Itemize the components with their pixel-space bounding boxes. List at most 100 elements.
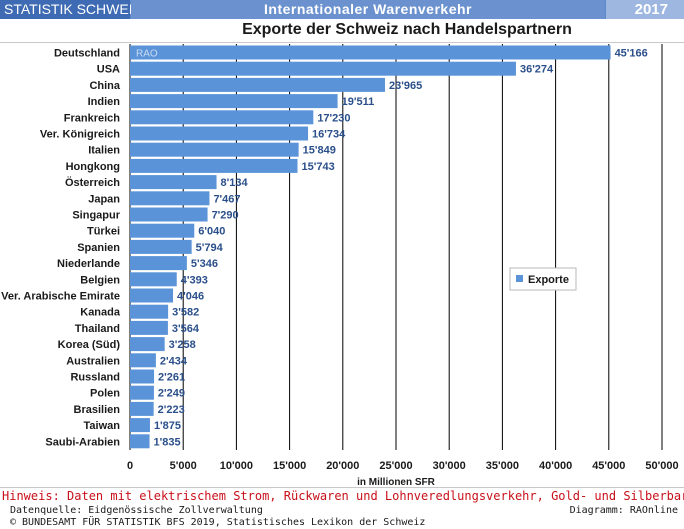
header-bar: STATISTIK SCHWEIZ Internationaler Warenv… <box>0 0 684 20</box>
value-label: 6'040 <box>198 226 225 238</box>
bar <box>130 175 217 190</box>
category-label: Taiwan <box>84 420 121 432</box>
category-label: Österreich <box>65 176 120 189</box>
year-label: 2017 <box>606 0 684 19</box>
value-label: 19'511 <box>342 96 375 108</box>
bar <box>130 207 208 222</box>
category-label: Italien <box>88 145 120 157</box>
legend-swatch <box>516 275 523 282</box>
brand-label: STATISTIK SCHWEIZ <box>0 0 141 19</box>
bar <box>130 191 210 206</box>
value-label: 15'849 <box>303 145 336 157</box>
bar <box>130 223 195 238</box>
watermark-label: RAO <box>136 49 158 60</box>
bar <box>130 320 168 335</box>
x-tick-label: 50'000 <box>645 460 678 472</box>
diagram-credit: Diagramm: RAOnline <box>569 505 678 516</box>
bar <box>130 77 385 92</box>
value-label: 7'290 <box>212 210 239 222</box>
bar <box>130 288 174 303</box>
category-label: Deutschland <box>54 48 120 60</box>
category-label: Japan <box>88 193 120 205</box>
value-label: 36'274 <box>520 64 554 76</box>
chart-title: Exporte der Schweiz nach Handelspartnern <box>242 21 572 38</box>
bar <box>130 239 192 254</box>
bar <box>130 94 338 109</box>
bar <box>130 385 154 400</box>
x-tick-label: 25'000 <box>379 460 412 472</box>
value-label: 2'261 <box>158 372 185 384</box>
x-tick-label: 45'000 <box>592 460 625 472</box>
section-title: Internationaler Warenverkehr <box>131 0 605 19</box>
value-label: 5'794 <box>196 242 224 254</box>
category-label: Australien <box>66 355 120 367</box>
bar <box>130 61 516 76</box>
value-label: 4'046 <box>177 291 204 303</box>
x-tick-label: 20'000 <box>326 460 359 472</box>
category-label: Polen <box>90 388 120 400</box>
bar <box>130 126 309 141</box>
category-label: Spanien <box>77 242 120 254</box>
category-label: Kanada <box>80 307 121 319</box>
category-label: Hongkong <box>66 161 120 173</box>
data-source: Datenquelle: Eidgenössische Zollverwaltu… <box>10 505 263 516</box>
legend-label: Exporte <box>528 274 569 286</box>
bar-chart: 0 5'000 10'000 15'000 20'000 25'000 30'000 35'0… <box>1 44 679 488</box>
bar <box>130 337 165 352</box>
category-label: Saubi-Arabien <box>45 436 120 448</box>
value-label: 15'743 <box>302 161 335 173</box>
value-label: 5'346 <box>191 258 218 270</box>
value-label: 2'223 <box>158 404 185 416</box>
value-label: 2'434 <box>160 355 188 367</box>
value-label: 8'134 <box>221 177 249 189</box>
category-label: Russland <box>70 372 120 384</box>
value-label: 4'393 <box>181 274 208 286</box>
category-label: Korea (Süd) <box>58 339 121 351</box>
category-label: Thailand <box>75 323 120 335</box>
bar <box>130 45 611 60</box>
category-label: Singapur <box>72 210 120 222</box>
bar <box>130 110 314 125</box>
bar <box>130 304 169 319</box>
x-axis-title: in Millionen SFR <box>357 477 436 488</box>
category-label: Belgien <box>80 274 120 286</box>
value-label: 3'258 <box>169 339 196 351</box>
category-label: Brasilien <box>74 404 121 416</box>
value-label: 23'965 <box>389 80 422 92</box>
bar <box>130 369 155 384</box>
copyright: © BUNDESAMT FÜR STATISTIK BFS 2019, Stat… <box>10 517 426 528</box>
value-label: 16'734 <box>312 129 346 141</box>
bar <box>130 401 154 416</box>
category-label: Ver. Arabische Emirate <box>1 291 120 303</box>
x-tick-label: 30'000 <box>433 460 466 472</box>
category-label: Indien <box>88 96 121 108</box>
chart-frame <box>0 42 684 488</box>
category-label: China <box>89 80 120 92</box>
category-label: Frankreich <box>64 112 121 124</box>
category-label: Niederlande <box>57 258 120 270</box>
x-tick-label: 40'000 <box>539 460 572 472</box>
bar <box>130 434 150 449</box>
x-tick-label: 35'000 <box>486 460 519 472</box>
value-label: 2'249 <box>158 388 185 400</box>
bar <box>130 142 299 157</box>
bar <box>130 158 298 173</box>
x-tick-label: 0 <box>127 460 133 472</box>
category-label: Türkei <box>87 226 120 238</box>
bar <box>130 256 187 271</box>
value-label: 17'230 <box>317 112 350 124</box>
bar <box>130 418 150 433</box>
x-tick-label: 10'000 <box>220 460 253 472</box>
value-label: 3'564 <box>172 323 200 335</box>
x-tick-label: 5'000 <box>170 460 197 472</box>
footnote: Hinweis: Daten mit elektrischem Strom, R… <box>2 489 684 503</box>
bar <box>130 272 177 287</box>
source-line: Datenquelle: Eidgenössische Zollverwaltu… <box>0 505 684 517</box>
bar <box>130 353 156 368</box>
value-label: 1'875 <box>154 420 181 432</box>
value-label: 45'166 <box>615 48 648 60</box>
value-label: 1'835 <box>154 436 181 448</box>
category-label: USA <box>97 64 120 76</box>
category-label: Ver. Königreich <box>40 129 120 141</box>
value-label: 3'582 <box>172 307 199 319</box>
